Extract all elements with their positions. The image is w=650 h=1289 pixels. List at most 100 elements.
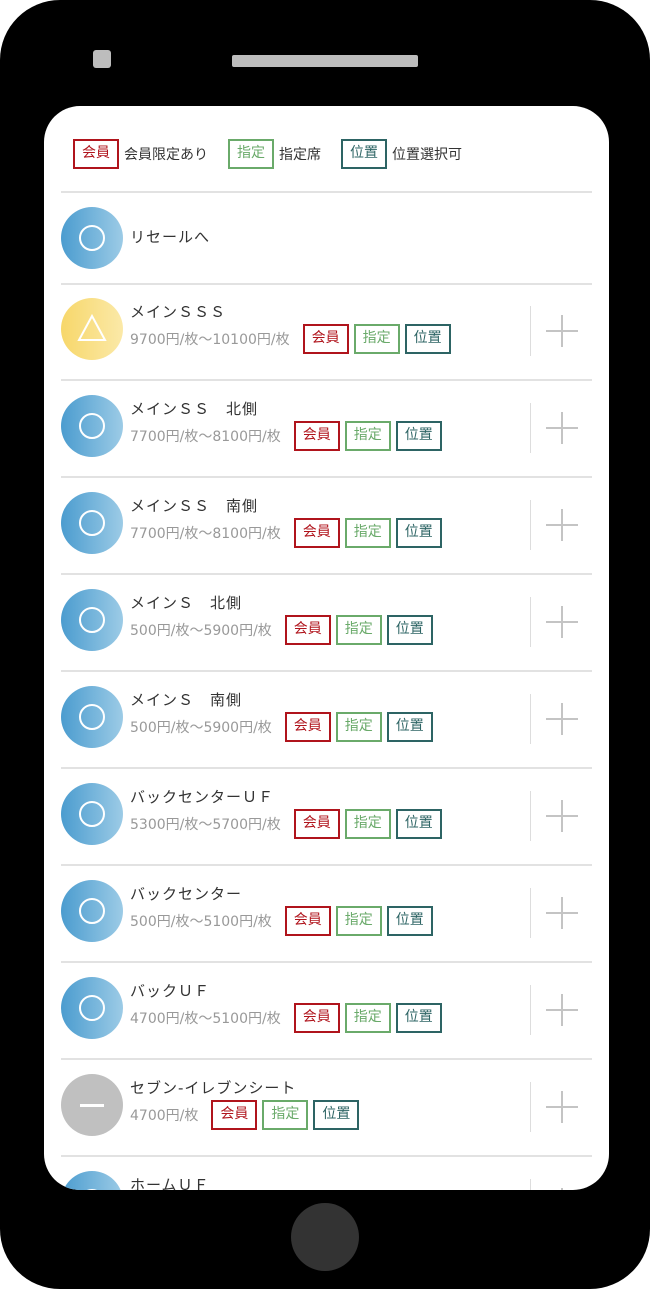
separator — [530, 403, 531, 453]
reserved-badge: 指定 — [353, 324, 400, 354]
seat-name: メインＳＳＳ — [130, 303, 227, 321]
divider — [61, 573, 592, 575]
position-badge: 位置 — [395, 1003, 442, 1033]
divider — [61, 283, 592, 285]
home-button[interactable] — [291, 1203, 359, 1271]
available-circle-icon — [61, 977, 123, 1039]
plus-icon[interactable] — [546, 1091, 578, 1123]
available-circle-icon — [61, 686, 123, 748]
legend-reserved-text: 指定席 — [279, 147, 321, 163]
available-circle-icon — [61, 207, 123, 269]
reserved-badge: 指定 — [335, 615, 382, 645]
seat-price: 4700円/枚〜5100円/枚 — [130, 1011, 281, 1027]
soldout-dash-icon — [61, 1074, 123, 1136]
legend-position-text: 位置選択可 — [392, 147, 462, 163]
reserved-badge: 指定 — [262, 1100, 309, 1130]
reserved-badge: 指定 — [335, 906, 382, 936]
legend-reserved-badge: 指定 — [228, 139, 274, 169]
position-badge: 位置 — [395, 809, 442, 839]
separator — [530, 597, 531, 647]
seat-row[interactable]: メインＳＳ 南側 7700円/枚〜8100円/枚 会員 指定 位置 — [44, 477, 609, 575]
separator — [530, 888, 531, 938]
few-triangle-icon — [61, 298, 123, 360]
seat-row[interactable]: バックセンターＵＦ 5300円/枚〜5700円/枚 会員 指定 位置 — [44, 768, 609, 866]
position-badge: 位置 — [395, 518, 442, 548]
plus-icon[interactable] — [546, 800, 578, 832]
available-circle-icon — [61, 783, 123, 845]
reserved-badge: 指定 — [344, 1003, 391, 1033]
member-badge: 会員 — [284, 906, 331, 936]
seat-row[interactable]: バックＵＦ 4700円/枚〜5100円/枚 会員 指定 位置 — [44, 962, 609, 1060]
resale-row[interactable]: リセールへ — [44, 192, 609, 283]
reserved-badge: 指定 — [344, 421, 391, 451]
seat-name: バックＵＦ — [130, 982, 211, 1000]
seat-row[interactable]: メインＳ 南側 500円/枚〜5900円/枚 会員 指定 位置 — [44, 671, 609, 769]
plus-icon[interactable] — [546, 412, 578, 444]
divider — [61, 1058, 592, 1060]
position-badge: 位置 — [313, 1100, 360, 1130]
seat-price: 5300円/枚〜5700円/枚 — [130, 817, 281, 833]
plus-icon[interactable] — [546, 1188, 578, 1190]
seat-price: 500円/枚〜5900円/枚 — [130, 720, 272, 736]
resale-label: リセールへ — [130, 228, 211, 246]
divider — [61, 379, 592, 381]
legend-member-text: 会員限定あり — [124, 147, 208, 163]
plus-icon[interactable] — [546, 897, 578, 929]
seat-row[interactable]: ホームＵＦ — [44, 1156, 609, 1190]
seat-name: バックセンターＵＦ — [130, 788, 275, 806]
available-circle-icon — [61, 589, 123, 651]
seat-price: 4700円/枚 — [130, 1108, 199, 1124]
separator — [530, 694, 531, 744]
separator — [530, 791, 531, 841]
divider — [61, 670, 592, 672]
position-badge: 位置 — [386, 906, 433, 936]
reserved-badge: 指定 — [335, 712, 382, 742]
seat-name: メインＳ 南側 — [130, 691, 243, 709]
divider — [61, 476, 592, 478]
plus-icon[interactable] — [546, 703, 578, 735]
seat-row[interactable]: メインＳＳ 北側 7700円/枚〜8100円/枚 会員 指定 位置 — [44, 380, 609, 478]
separator — [530, 1179, 531, 1190]
seat-name: セブン-イレブンシート — [130, 1079, 297, 1097]
plus-icon[interactable] — [546, 606, 578, 638]
reserved-badge: 指定 — [344, 518, 391, 548]
seat-name: メインＳＳ 南側 — [130, 497, 259, 515]
divider — [61, 191, 592, 193]
member-badge: 会員 — [284, 615, 331, 645]
seat-name: バックセンター — [130, 885, 243, 903]
plus-icon[interactable] — [546, 509, 578, 541]
seat-price: 7700円/枚〜8100円/枚 — [130, 429, 281, 445]
seat-name: メインＳＳ 北側 — [130, 400, 259, 418]
legend-member-badge: 会員 — [73, 139, 119, 169]
divider — [61, 767, 592, 769]
screen: 会員 会員限定あり 指定 指定席 位置 位置選択可 リセールへ メインＳＳＳ 97… — [44, 106, 609, 1190]
speaker — [232, 55, 418, 67]
seat-row[interactable]: メインＳＳＳ 9700円/枚〜10100円/枚 会員 指定 位置 — [44, 283, 609, 381]
plus-icon[interactable] — [546, 315, 578, 347]
seat-name: メインＳ 北側 — [130, 594, 243, 612]
available-circle-icon — [61, 1171, 123, 1190]
divider — [61, 1155, 592, 1157]
seat-price: 7700円/枚〜8100円/枚 — [130, 526, 281, 542]
legend-position-badge: 位置 — [341, 139, 387, 169]
position-badge: 位置 — [395, 421, 442, 451]
member-badge: 会員 — [211, 1100, 258, 1130]
member-badge: 会員 — [293, 518, 340, 548]
seat-row[interactable]: メインＳ 北側 500円/枚〜5900円/枚 会員 指定 位置 — [44, 574, 609, 672]
position-badge: 位置 — [386, 615, 433, 645]
seat-price: 500円/枚〜5100円/枚 — [130, 914, 272, 930]
member-badge: 会員 — [284, 712, 331, 742]
legend: 会員 会員限定あり 指定 指定席 位置 位置選択可 — [73, 139, 482, 169]
available-circle-icon — [61, 492, 123, 554]
seat-price: 9700円/枚〜10100円/枚 — [130, 332, 290, 348]
seat-row[interactable]: セブン-イレブンシート 4700円/枚 会員 指定 位置 — [44, 1059, 609, 1157]
separator — [530, 985, 531, 1035]
separator — [530, 306, 531, 356]
plus-icon[interactable] — [546, 994, 578, 1026]
available-circle-icon — [61, 880, 123, 942]
seat-name: ホームＵＦ — [130, 1176, 210, 1190]
seat-row[interactable]: バックセンター 500円/枚〜5100円/枚 会員 指定 位置 — [44, 865, 609, 963]
seat-price: 500円/枚〜5900円/枚 — [130, 623, 272, 639]
available-circle-icon — [61, 395, 123, 457]
